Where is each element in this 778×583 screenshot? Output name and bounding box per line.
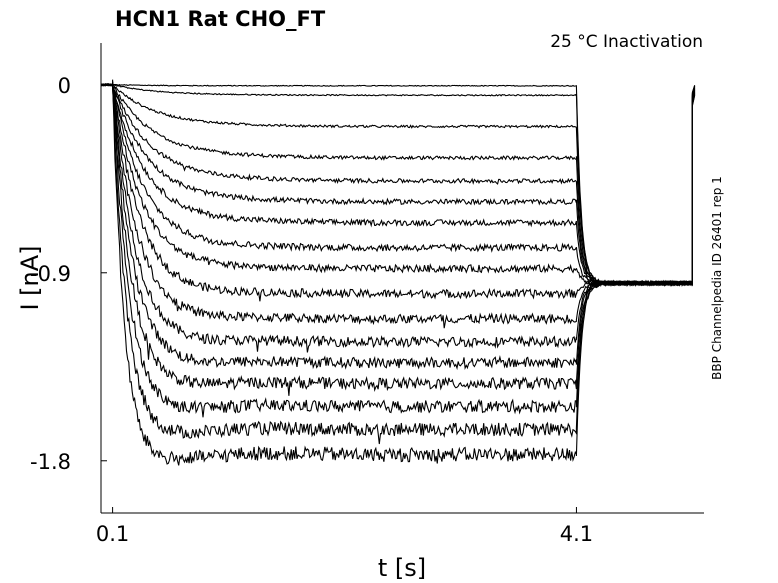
current-trace — [100, 81, 696, 329]
side-label: BBP Channelpedia ID 26401 rep 1 — [710, 176, 724, 380]
chart-subtitle: 25 °C Inactivation — [550, 32, 703, 52]
x-tick-label: 0.1 — [96, 522, 129, 546]
current-traces — [100, 79, 696, 466]
current-trace — [100, 83, 696, 287]
y-tick-label: 0 — [58, 74, 71, 98]
y-tick-label: -0.9 — [30, 262, 71, 286]
x-tick-label: 4.1 — [560, 522, 593, 546]
current-trace — [100, 83, 696, 466]
chart-title: HCN1 Rat CHO_FT — [115, 7, 326, 31]
plot-area — [101, 43, 704, 513]
current-trace — [100, 83, 696, 445]
x-axis-label: t [s] — [378, 554, 426, 582]
y-axis-label: I [nA] — [16, 245, 44, 310]
y-tick-label: -1.8 — [30, 450, 71, 474]
axis-ticks: 0.1 4.1 0 -0.9 -1.8 — [30, 74, 593, 546]
